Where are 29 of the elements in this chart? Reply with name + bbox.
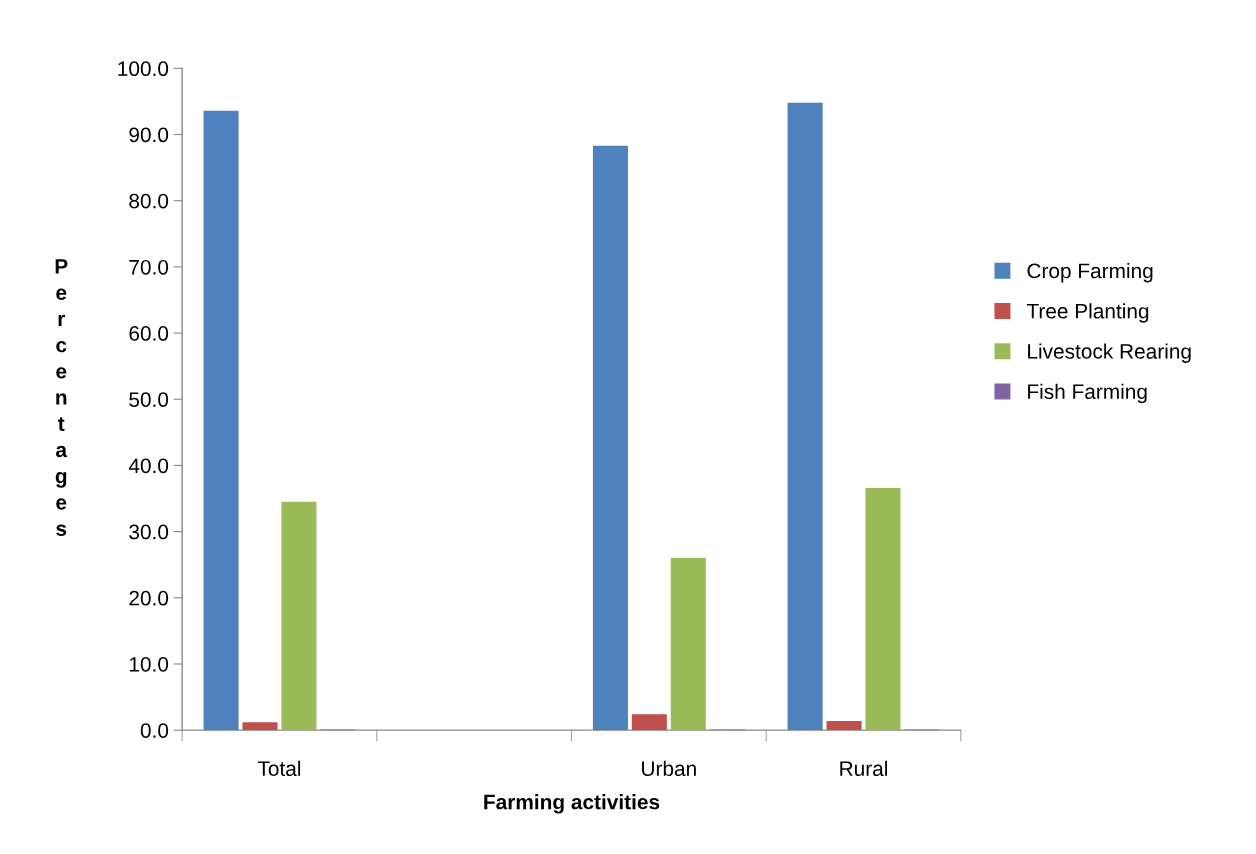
bar [826, 720, 862, 731]
bar [631, 714, 667, 731]
y-tick-label: 90.0 [129, 127, 169, 143]
y-tick-label: 0.0 [140, 723, 169, 738]
bar [670, 558, 706, 731]
y-tick-label: 80.0 [129, 193, 169, 209]
y-tick-label: 70.0 [129, 259, 169, 275]
y-tick-label: 20.0 [129, 590, 169, 606]
bar [865, 487, 901, 731]
x-tick-label: Rural [840, 760, 887, 777]
y-tick-label: 50.0 [129, 392, 169, 407]
legend-label: Fish Farming [1028, 383, 1147, 404]
legend-label: Livestock Rearing [1028, 343, 1191, 363]
y-tick-label: 30.0 [129, 524, 169, 540]
legend-label: Tree Planting [1026, 303, 1149, 323]
bar [281, 501, 317, 731]
legend-label: Crop Farming [1027, 262, 1153, 283]
bar [242, 722, 278, 731]
x-tick-label: Total [257, 760, 301, 777]
y-tick-label: 40.0 [128, 458, 169, 474]
y-tick-label: 60.0 [129, 326, 169, 341]
text: Percentages [55, 259, 68, 536]
y-tick-label: 10.0 [129, 656, 169, 672]
x-axis-title: Farming activities [484, 794, 660, 814]
y-tick-label: 100.0 [118, 61, 169, 77]
bar [787, 102, 823, 731]
bar [203, 110, 239, 731]
x-tick-label: Urban [642, 760, 696, 777]
bar [592, 145, 628, 731]
